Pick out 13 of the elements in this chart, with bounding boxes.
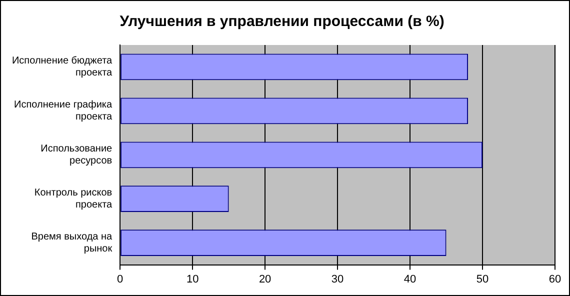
x-tick-label: 40 — [404, 273, 416, 286]
chart-title: Улучшения в управлении процессами (в %) — [120, 13, 444, 30]
y-tick-label: Использование ресурсов — [40, 144, 113, 167]
x-tick-label: 20 — [258, 273, 272, 286]
y-tick-label: Исполнение бюджета проекта — [12, 56, 113, 79]
y-tick-label: Время выхода на рынок — [31, 232, 113, 255]
x-tick-label: 10 — [186, 273, 199, 286]
y-tick-label: Контроль рисков проекта — [34, 188, 113, 211]
x-tick-label: 30 — [331, 273, 344, 286]
x-tick-label: 50 — [476, 273, 489, 286]
y-tick-label: Исполнение графика проекта — [14, 100, 113, 123]
x-tick-label: 0 — [117, 273, 124, 286]
x-tick-label: 60 — [548, 273, 562, 286]
